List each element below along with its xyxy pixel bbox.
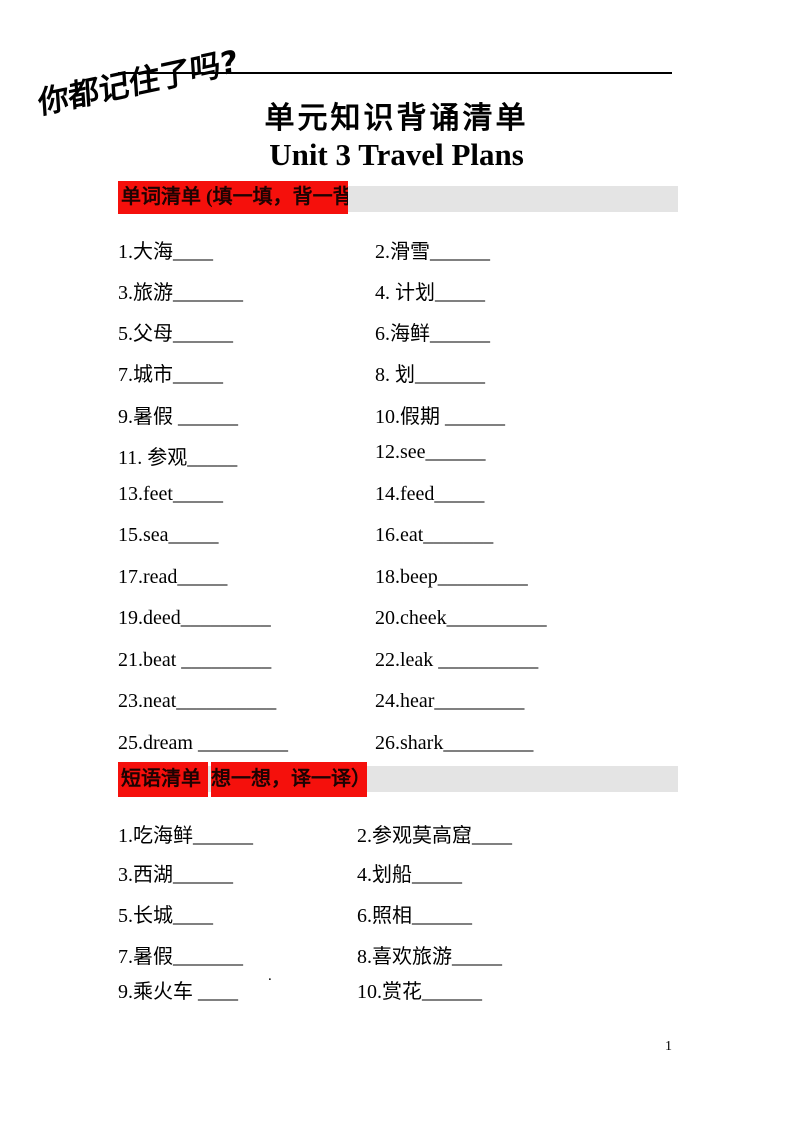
phrase-item: 6.照相______ xyxy=(357,905,472,927)
phrase-item: 10.赏花______ xyxy=(357,981,482,1003)
section2-header-label-part2: 想一想，译一译） xyxy=(211,768,367,790)
phrase-item: 7.暑假_______ xyxy=(118,946,243,968)
word-item: 3.旅游_______ xyxy=(118,282,243,304)
word-item: 15.sea_____ xyxy=(118,524,219,546)
word-item: 20.cheek__________ xyxy=(375,607,547,629)
phrase-item: 4.划船_____ xyxy=(357,864,462,886)
word-item: 17.read_____ xyxy=(118,566,228,588)
word-item: 11. 参观_____ xyxy=(118,447,238,469)
word-item: 23.neat__________ xyxy=(118,690,277,712)
phrase-item: 5.长城____ xyxy=(118,905,213,927)
word-item: 25.dream _________ xyxy=(118,732,288,754)
page-title-chinese: 单元知识背诵清单 xyxy=(264,102,529,135)
section2-header-label-part1: 短语清单（ xyxy=(121,768,208,790)
phrase-item: 3.西湖______ xyxy=(118,864,233,886)
section2-header-highlight: 想一想，译一译） xyxy=(211,762,367,797)
stray-dot-mark: . xyxy=(268,968,272,984)
page-title-english: Unit 3 Travel Plans xyxy=(269,137,524,172)
word-item: 14.feed_____ xyxy=(375,483,485,505)
word-item: 10.假期 ______ xyxy=(375,406,505,428)
word-item: 24.hear_________ xyxy=(375,690,525,712)
section2-header-highlight: 短语清单（ xyxy=(118,762,208,797)
word-item: 19.deed_________ xyxy=(118,607,271,629)
section1-header-label: 单词清单 (填一填，背一背) xyxy=(121,186,348,208)
word-item: 26.shark_________ xyxy=(375,732,534,754)
section1-header-highlight: 单词清单 (填一填，背一背) xyxy=(118,181,348,214)
page-number: 1 xyxy=(665,1039,672,1054)
word-item: 12.see______ xyxy=(375,441,486,463)
word-item: 8. 划_______ xyxy=(375,364,485,386)
top-rule-line xyxy=(118,72,672,74)
phrase-item: 8.喜欢旅游_____ xyxy=(357,946,502,968)
word-item: 7.城市_____ xyxy=(118,364,223,386)
phrase-item: 1.吃海鲜______ xyxy=(118,825,253,847)
word-item: 16.eat_______ xyxy=(375,524,494,546)
word-item: 5.父母______ xyxy=(118,323,233,345)
word-item: 21.beat _________ xyxy=(118,649,272,671)
word-item: 2.滑雪______ xyxy=(375,241,490,263)
word-item: 22.leak __________ xyxy=(375,649,539,671)
phrase-item: 9.乘火车 ____ xyxy=(118,981,238,1003)
word-item: 9.暑假 ______ xyxy=(118,406,238,428)
phrase-item: 2.参观莫高窟____ xyxy=(357,825,512,847)
word-item: 18.beep_________ xyxy=(375,566,528,588)
word-item: 1.大海____ xyxy=(118,241,213,263)
word-item: 13.feet_____ xyxy=(118,483,223,505)
word-item: 6.海鲜______ xyxy=(375,323,490,345)
word-item: 4. 计划_____ xyxy=(375,282,485,304)
